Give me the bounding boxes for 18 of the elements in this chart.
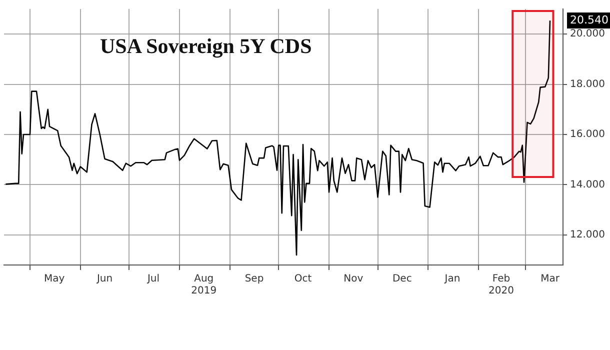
x-tick-label: Sep: [244, 274, 264, 285]
x-tick-label: Mar: [540, 274, 560, 285]
y-tick-label: 12.000: [570, 229, 606, 240]
x-tick-label: Jul: [146, 274, 160, 285]
x-tick-label: May: [44, 274, 65, 285]
data-label: 20.540: [570, 13, 609, 26]
x-tick-label: Jun: [96, 274, 113, 285]
x-tick-label: Feb 2020: [488, 274, 514, 297]
y-tick-label: 18.000: [570, 78, 606, 90]
x-tick-label: Nov: [344, 274, 364, 285]
x-tick-label: Jan: [444, 274, 460, 285]
x-tick-label: Oct: [294, 274, 312, 285]
text: USA Sovereign 5Y CDS: [100, 34, 312, 59]
y-tick-label: 20.000: [570, 28, 606, 40]
y-tick-label: 16.000: [570, 129, 606, 140]
y-tick-label: 14.000: [570, 179, 606, 190]
x-tick-label: Dec: [392, 274, 412, 285]
x-tick-label: Aug 2019: [191, 274, 217, 297]
